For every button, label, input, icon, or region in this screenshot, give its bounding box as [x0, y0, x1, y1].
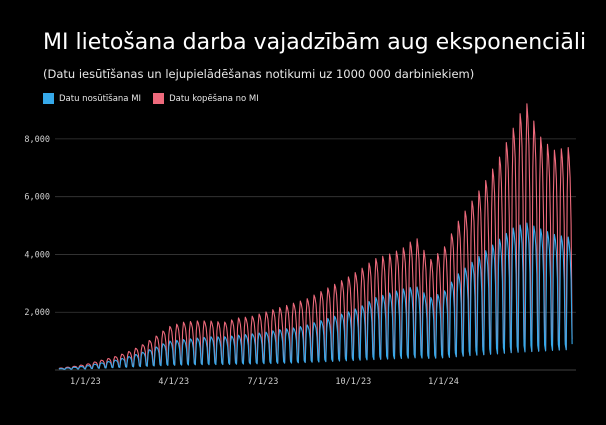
- x-tick-label: 1/1/24: [428, 377, 459, 387]
- y-tick-label: 8,000: [24, 135, 50, 145]
- chart-subtitle: (Datu iesūtīšanas un lejupielādēšanas no…: [43, 67, 475, 81]
- x-axis: 1/1/23 4/1/23 7/1/23 10/1/23 1/1/24: [70, 377, 459, 387]
- series-layer: [58, 103, 573, 370]
- x-tick-label: 1/1/23: [70, 377, 101, 387]
- series-line-upload: [58, 222, 573, 370]
- legend-label-copy: Datu kopēšana no MI: [169, 93, 259, 104]
- series-line-copy: [58, 103, 573, 370]
- legend-label-upload: Datu nosūtīšana MI: [59, 93, 142, 104]
- y-tick-label: 4,000: [24, 250, 50, 260]
- chart-legend: Datu nosūtīšana MI Datu kopēšana no MI: [43, 93, 271, 104]
- x-tick-label: 4/1/23: [158, 377, 189, 387]
- chart-title: MI lietošana darba vajadzībām aug ekspon…: [43, 30, 587, 55]
- legend-item-copy: Datu kopēšana no MI: [153, 93, 259, 104]
- legend-swatch-upload: [43, 93, 54, 104]
- y-tick-label: 2,000: [24, 308, 50, 318]
- legend-swatch-copy: [153, 93, 165, 104]
- y-tick-label: 6,000: [24, 193, 50, 203]
- x-tick-label: 10/1/23: [335, 377, 371, 387]
- x-tick-label: 7/1/23: [248, 377, 279, 387]
- y-axis: 2,000 4,000 6,000 8,000: [24, 135, 50, 318]
- legend-item-upload: Datu nosūtīšana MI: [43, 93, 141, 104]
